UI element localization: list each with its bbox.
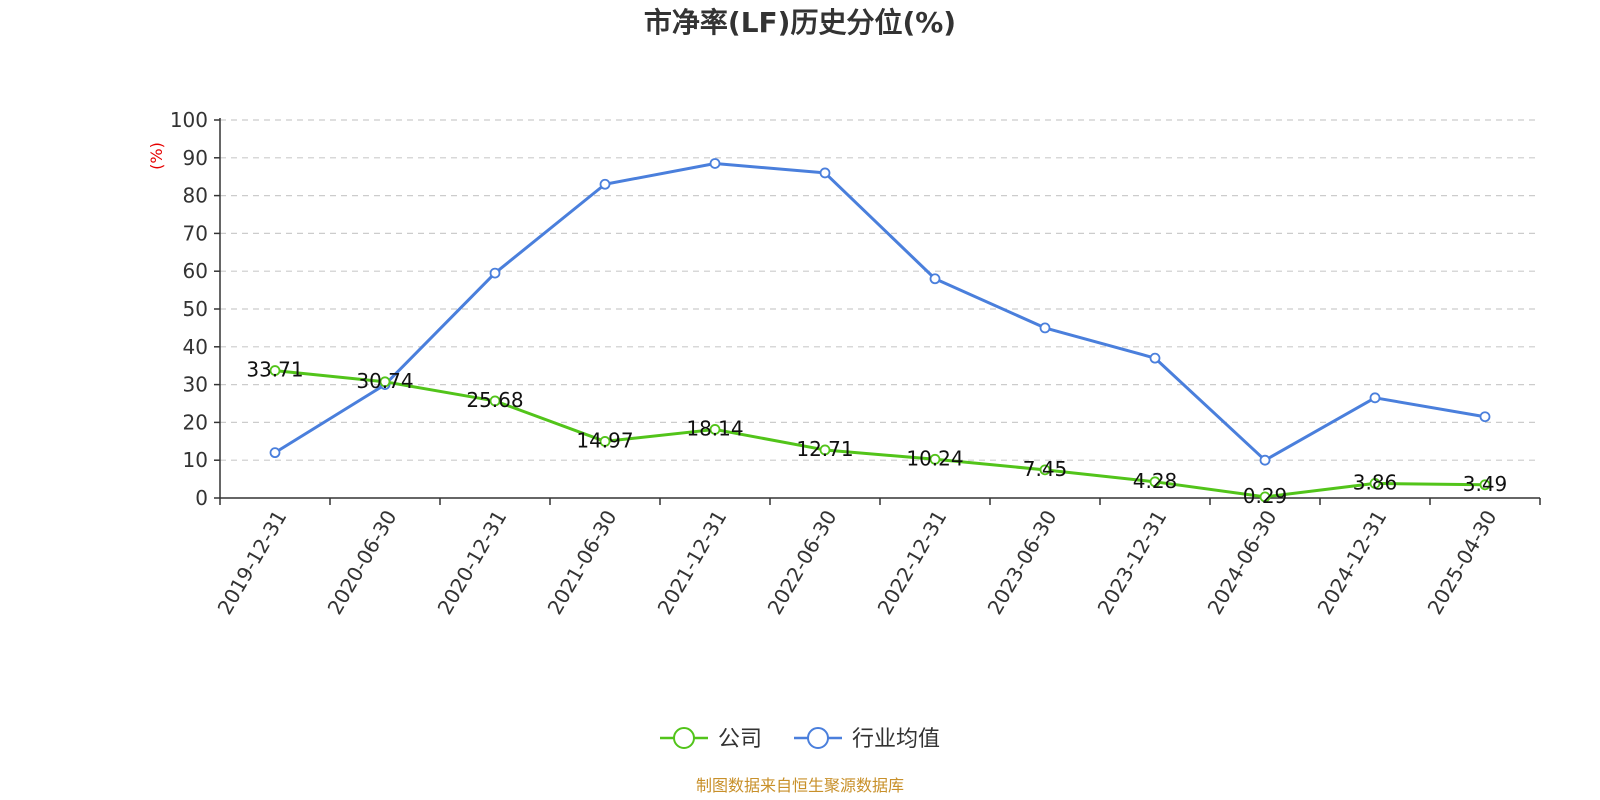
y-tick-label-90: 90 <box>183 146 208 170</box>
data-label-公司-2019-12-31: 33.71 <box>246 358 303 382</box>
x-tick-label-2022-12-31: 2022-12-31 <box>872 506 951 619</box>
point-行业均值-2021-12-31 <box>709 158 721 169</box>
series-line-公司 <box>274 369 1486 499</box>
data-labels: 33.71 30.74 25.68 14.97 18.14 12.71 10.24 7.45 4… <box>246 358 1507 508</box>
point-公司-2020-12-31 <box>489 395 501 407</box>
data-label-公司-2022-12-31: 10.24 <box>906 446 963 470</box>
data-label-公司-2024-06-30: 0.29 <box>1243 484 1288 508</box>
y-tick-label-60: 60 <box>183 259 208 283</box>
x-tick-label-2020-06-30: 2020-06-30 <box>322 506 401 619</box>
point-行业均值-2025-04-30 <box>1479 411 1491 423</box>
legend-marker-行业均值 <box>807 727 829 749</box>
x-tick-label-2020-12-31: 2020-12-31 <box>432 506 511 619</box>
x-tick-label-2024-12-31: 2024-12-31 <box>1312 506 1391 619</box>
series-line-行业均值 <box>274 161 1486 462</box>
point-公司-2024-06-30 <box>1259 491 1271 503</box>
x-tick-label-2022-06-30: 2022-06-30 <box>762 506 841 619</box>
data-label-公司-2021-12-31: 18.14 <box>686 416 743 440</box>
grid-lines <box>220 119 1540 461</box>
point-行业均值-2022-06-30 <box>819 167 831 179</box>
chart-title: 市净率(LF)历史分位(%) <box>644 6 956 39</box>
y-tick-label-40: 40 <box>183 335 208 359</box>
point-公司-2023-12-31 <box>1149 476 1161 488</box>
legend: 公司 行业均值 <box>660 727 940 752</box>
point-公司-2021-12-31 <box>709 424 721 435</box>
x-tick-label-2021-06-30: 2021-06-30 <box>542 506 621 619</box>
point-行业均值-2024-06-30 <box>1259 454 1271 466</box>
point-公司-2023-06-30 <box>1039 464 1051 476</box>
point-公司-2025-04-30 <box>1479 479 1491 491</box>
y-tick-label-0: 0 <box>195 486 208 510</box>
y-tick-labels: 0 10 20 30 40 50 60 70 80 90 100 <box>170 108 208 510</box>
point-公司-2021-06-30 <box>599 436 611 447</box>
point-行业均值-2020-12-31 <box>489 267 501 279</box>
x-tick-label-2023-12-31: 2023-12-31 <box>1092 506 1171 619</box>
point-公司-2022-06-30 <box>819 444 831 456</box>
y-tick-label-50: 50 <box>183 297 208 321</box>
point-公司-2022-12-31 <box>929 453 941 465</box>
data-label-公司-2024-12-31: 3.86 <box>1353 470 1398 494</box>
point-行业均值-2023-06-30 <box>1039 322 1051 334</box>
legend-marker-公司 <box>673 727 695 749</box>
x-tick-label-2019-12-31: 2019-12-31 <box>212 506 291 619</box>
y-tick-label-20: 20 <box>183 410 208 434</box>
source-note: 制图数据来自恒生聚源数据库 <box>696 776 904 795</box>
data-label-公司-2021-06-30: 14.97 <box>576 428 633 452</box>
point-行业均值-2019-12-31 <box>269 447 281 459</box>
x-tick-label-2023-06-30: 2023-06-30 <box>982 506 1061 619</box>
x-tick-label-2025-04-30: 2025-04-30 <box>1422 506 1501 619</box>
series-layer <box>269 158 1491 503</box>
point-公司-2020-06-30 <box>379 376 391 388</box>
y-axis-label: (%) <box>147 142 166 170</box>
data-label-公司-2022-06-30: 12.71 <box>796 437 853 461</box>
x-tick-label-2024-06-30: 2024-06-30 <box>1202 506 1281 619</box>
y-tick-label-80: 80 <box>183 184 208 208</box>
point-公司-2024-12-31 <box>1369 478 1381 489</box>
data-label-公司-2023-12-31: 4.28 <box>1133 469 1178 493</box>
legend-item-行业均值: 行业均值 <box>794 727 940 752</box>
data-label-公司-2020-06-30: 30.74 <box>356 369 413 393</box>
legend-label-行业均值: 行业均值 <box>852 727 940 752</box>
point-行业均值-2021-06-30 <box>599 178 611 190</box>
y-tick-label-70: 70 <box>183 221 208 245</box>
legend-item-公司: 公司 <box>660 727 762 752</box>
point-行业均值-2022-12-31 <box>929 273 941 285</box>
legend-label-公司: 公司 <box>718 727 762 752</box>
y-tick-label-30: 30 <box>183 373 208 397</box>
point-行业均值-2024-12-31 <box>1369 392 1381 404</box>
y-tick-label-10: 10 <box>183 448 208 472</box>
point-行业均值-2023-12-31 <box>1149 352 1161 364</box>
data-label-公司-2023-06-30: 7.45 <box>1023 457 1068 481</box>
point-公司-2019-12-31 <box>269 365 281 376</box>
data-label-公司-2025-04-30: 3.49 <box>1463 472 1508 496</box>
y-tick-label-100: 100 <box>170 108 208 132</box>
axes <box>214 118 1541 505</box>
x-tick-labels: 2019-12-31 2020-06-30 2020-12-31 2021-06-30… <box>212 506 1501 619</box>
x-tick-label-2021-12-31: 2021-12-31 <box>652 506 731 619</box>
data-label-公司-2020-12-31: 25.68 <box>466 388 523 412</box>
